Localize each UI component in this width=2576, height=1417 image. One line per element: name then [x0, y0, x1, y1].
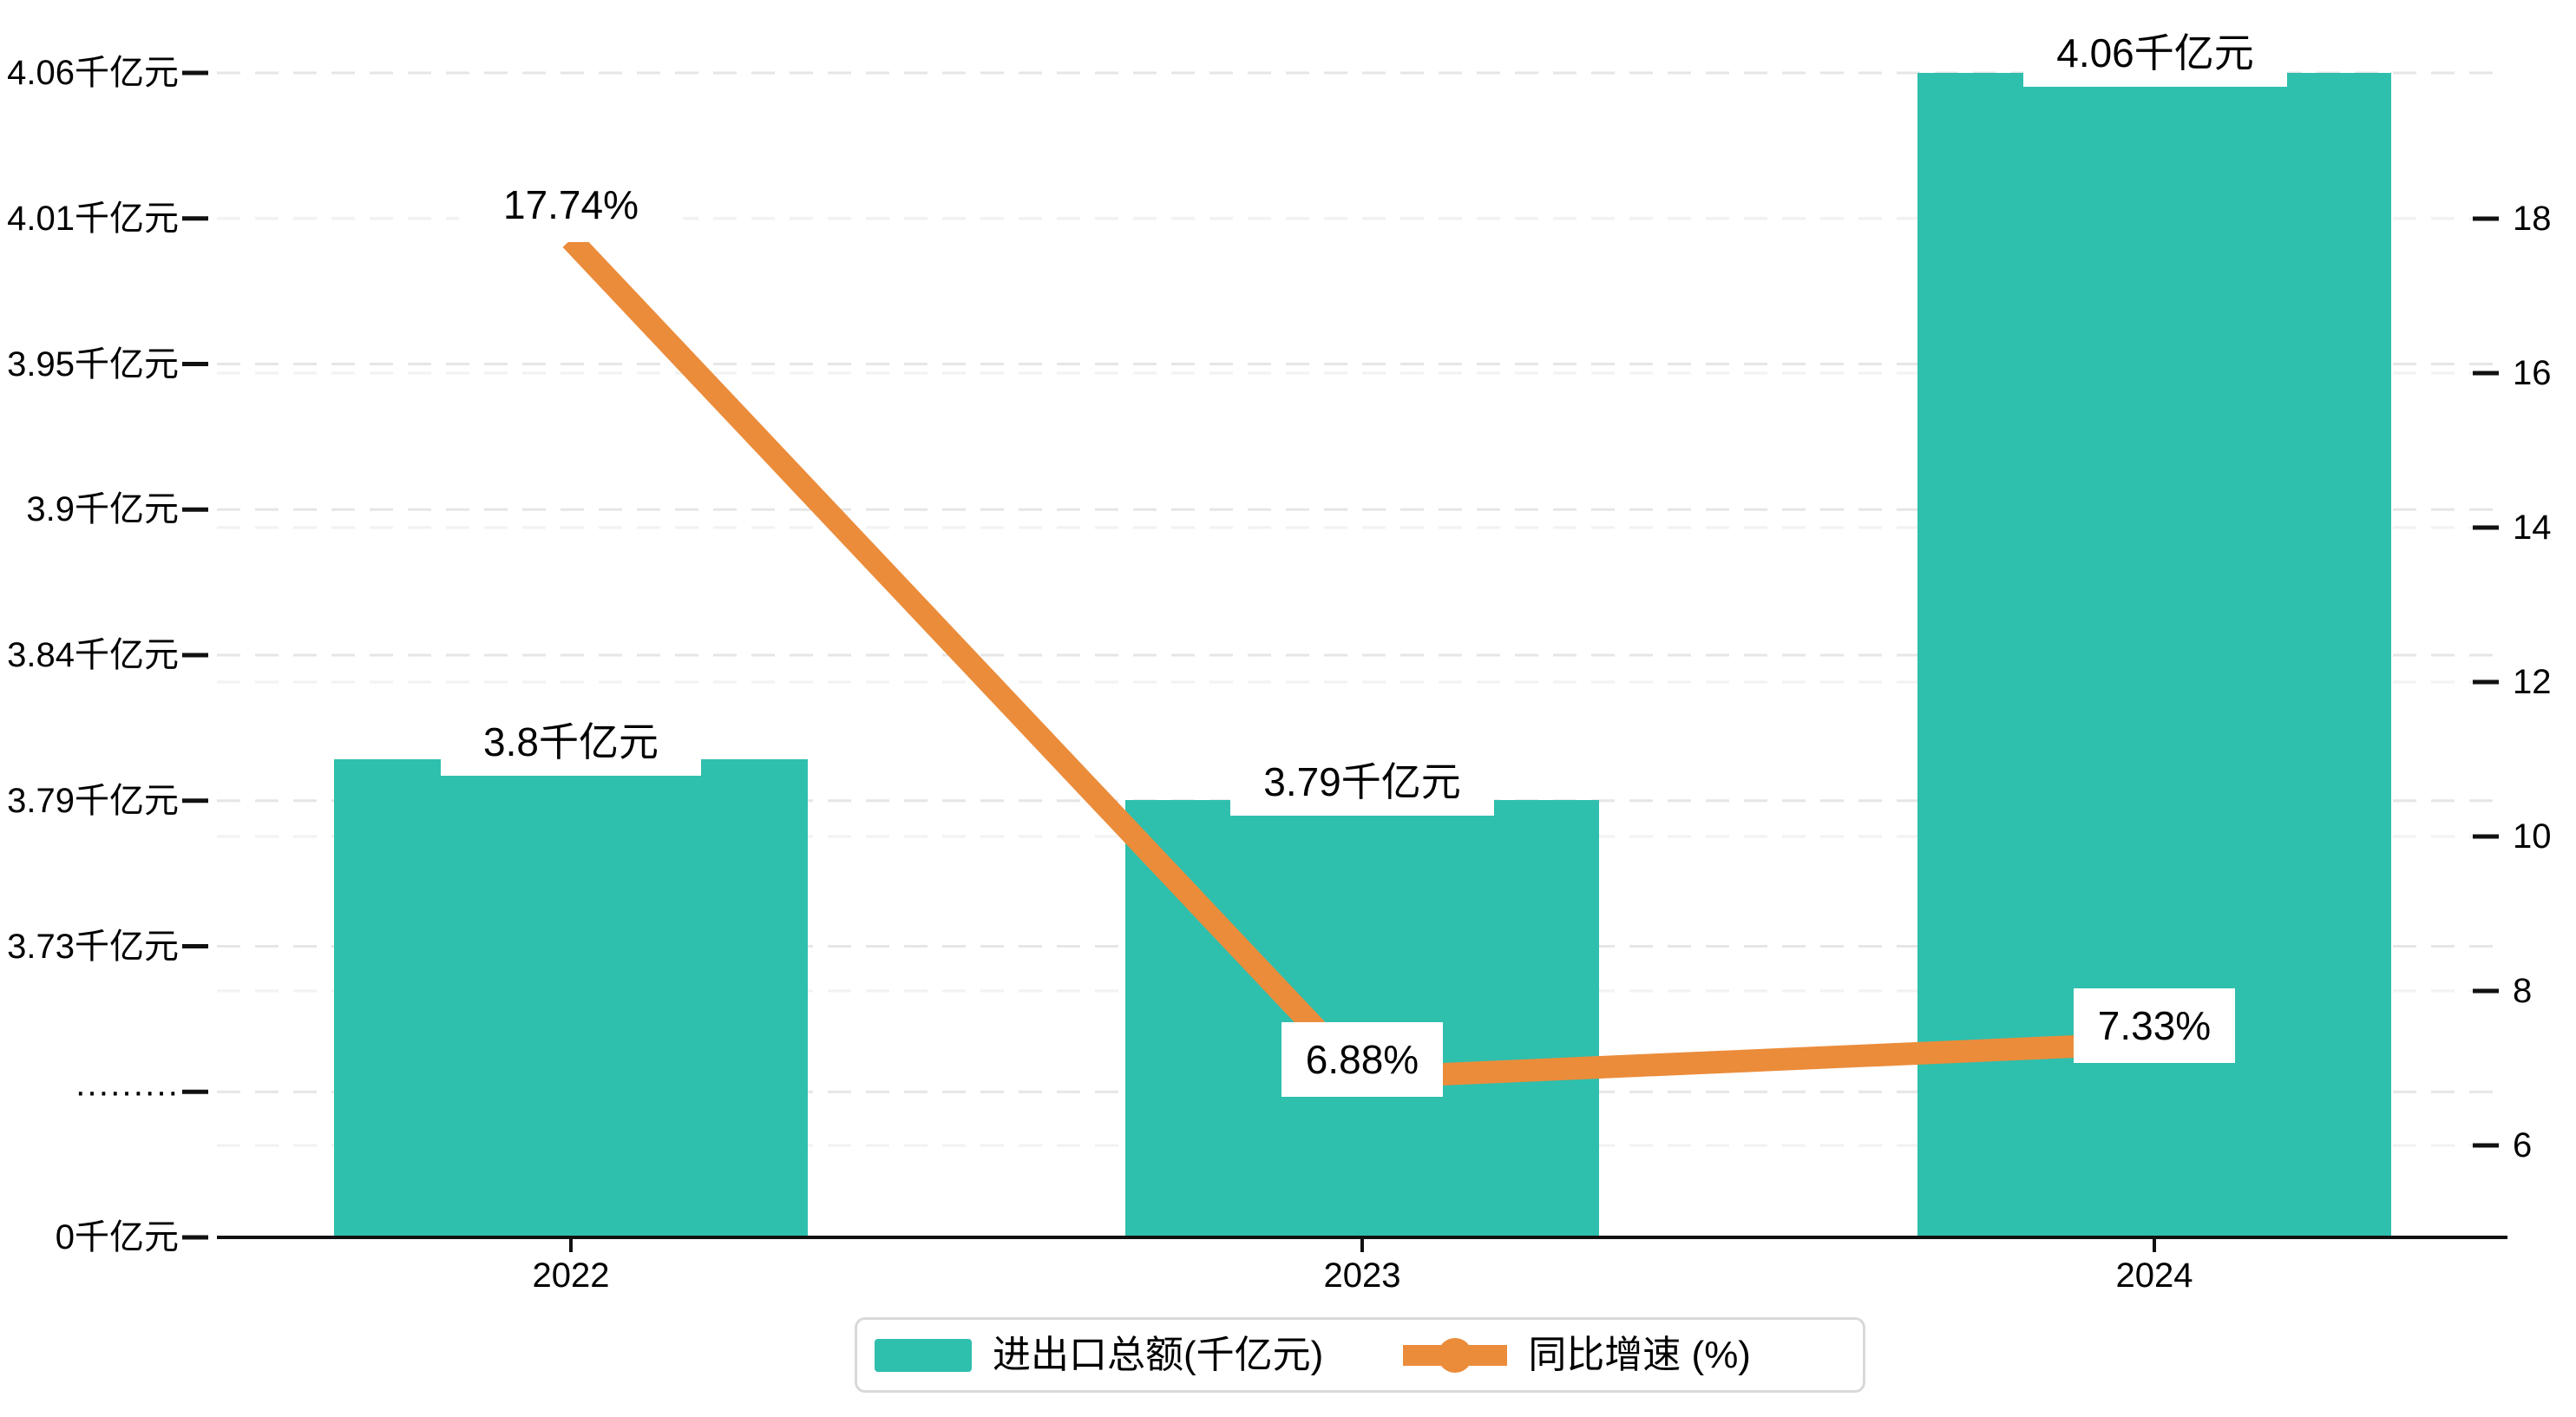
left-axis-label-8: 0千亿元 [55, 1218, 179, 1256]
legend-label-yoy-growth: 同比增速 (%) [1528, 1333, 1751, 1376]
x-axis-label-2024: 2024 [2115, 1256, 2193, 1295]
left-axis-label-1: 4.01千亿元 [7, 199, 179, 238]
line-value-label-2024: 7.33% [2074, 988, 2235, 1063]
left-axis-label-5: 3.79千亿元 [7, 781, 179, 820]
x-axis-label-2022: 2022 [532, 1256, 610, 1295]
right-axis-label-2: 14 [2513, 508, 2552, 547]
left-axis-label-2: 3.95千亿元 [7, 344, 179, 384]
left-axis-label-3: 3.9千亿元 [26, 490, 179, 529]
bar-value-label-2023: 3.79千亿元 [1230, 743, 1494, 816]
line-value-label-2022: 17.74% [459, 167, 683, 242]
bar-value-label-2024: 4.06千亿元 [2023, 14, 2287, 87]
left-axis-label-6: 3.73千亿元 [7, 927, 179, 966]
right-axis-label-6: 6 [2513, 1126, 2533, 1164]
bar-value-label-2022: 3.8千亿元 [441, 703, 701, 776]
right-axis-label-0: 18 [2513, 200, 2552, 238]
right-axis-label-5: 8 [2513, 972, 2533, 1010]
left-axis-label-7: ········· [75, 1073, 179, 1112]
line-value-label-2023: 6.88% [1281, 1022, 1443, 1097]
line-series-marker-icon [1403, 1335, 1508, 1375]
legend: 进出口总额(千亿元) 同比增速 (%) [855, 1317, 1865, 1393]
right-axis-label-3: 12 [2513, 663, 2552, 701]
left-axis-label-4: 3.84千亿元 [7, 636, 179, 674]
legend-label-import-export-total: 进出口总额(千亿元) [993, 1333, 1324, 1376]
right-axis-label-4: 10 [2513, 817, 2552, 856]
bar-series-swatch-icon [875, 1338, 972, 1372]
legend-item-import-export-total[interactable]: 进出口总额(千亿元) [875, 1334, 1323, 1377]
left-axis-label-0: 4.06千亿元 [7, 54, 179, 92]
x-axis-label-2023: 2023 [1323, 1256, 1401, 1295]
legend-item-yoy-growth[interactable]: 同比增速 (%) [1403, 1334, 1751, 1377]
right-axis-label-1: 16 [2513, 354, 2552, 392]
